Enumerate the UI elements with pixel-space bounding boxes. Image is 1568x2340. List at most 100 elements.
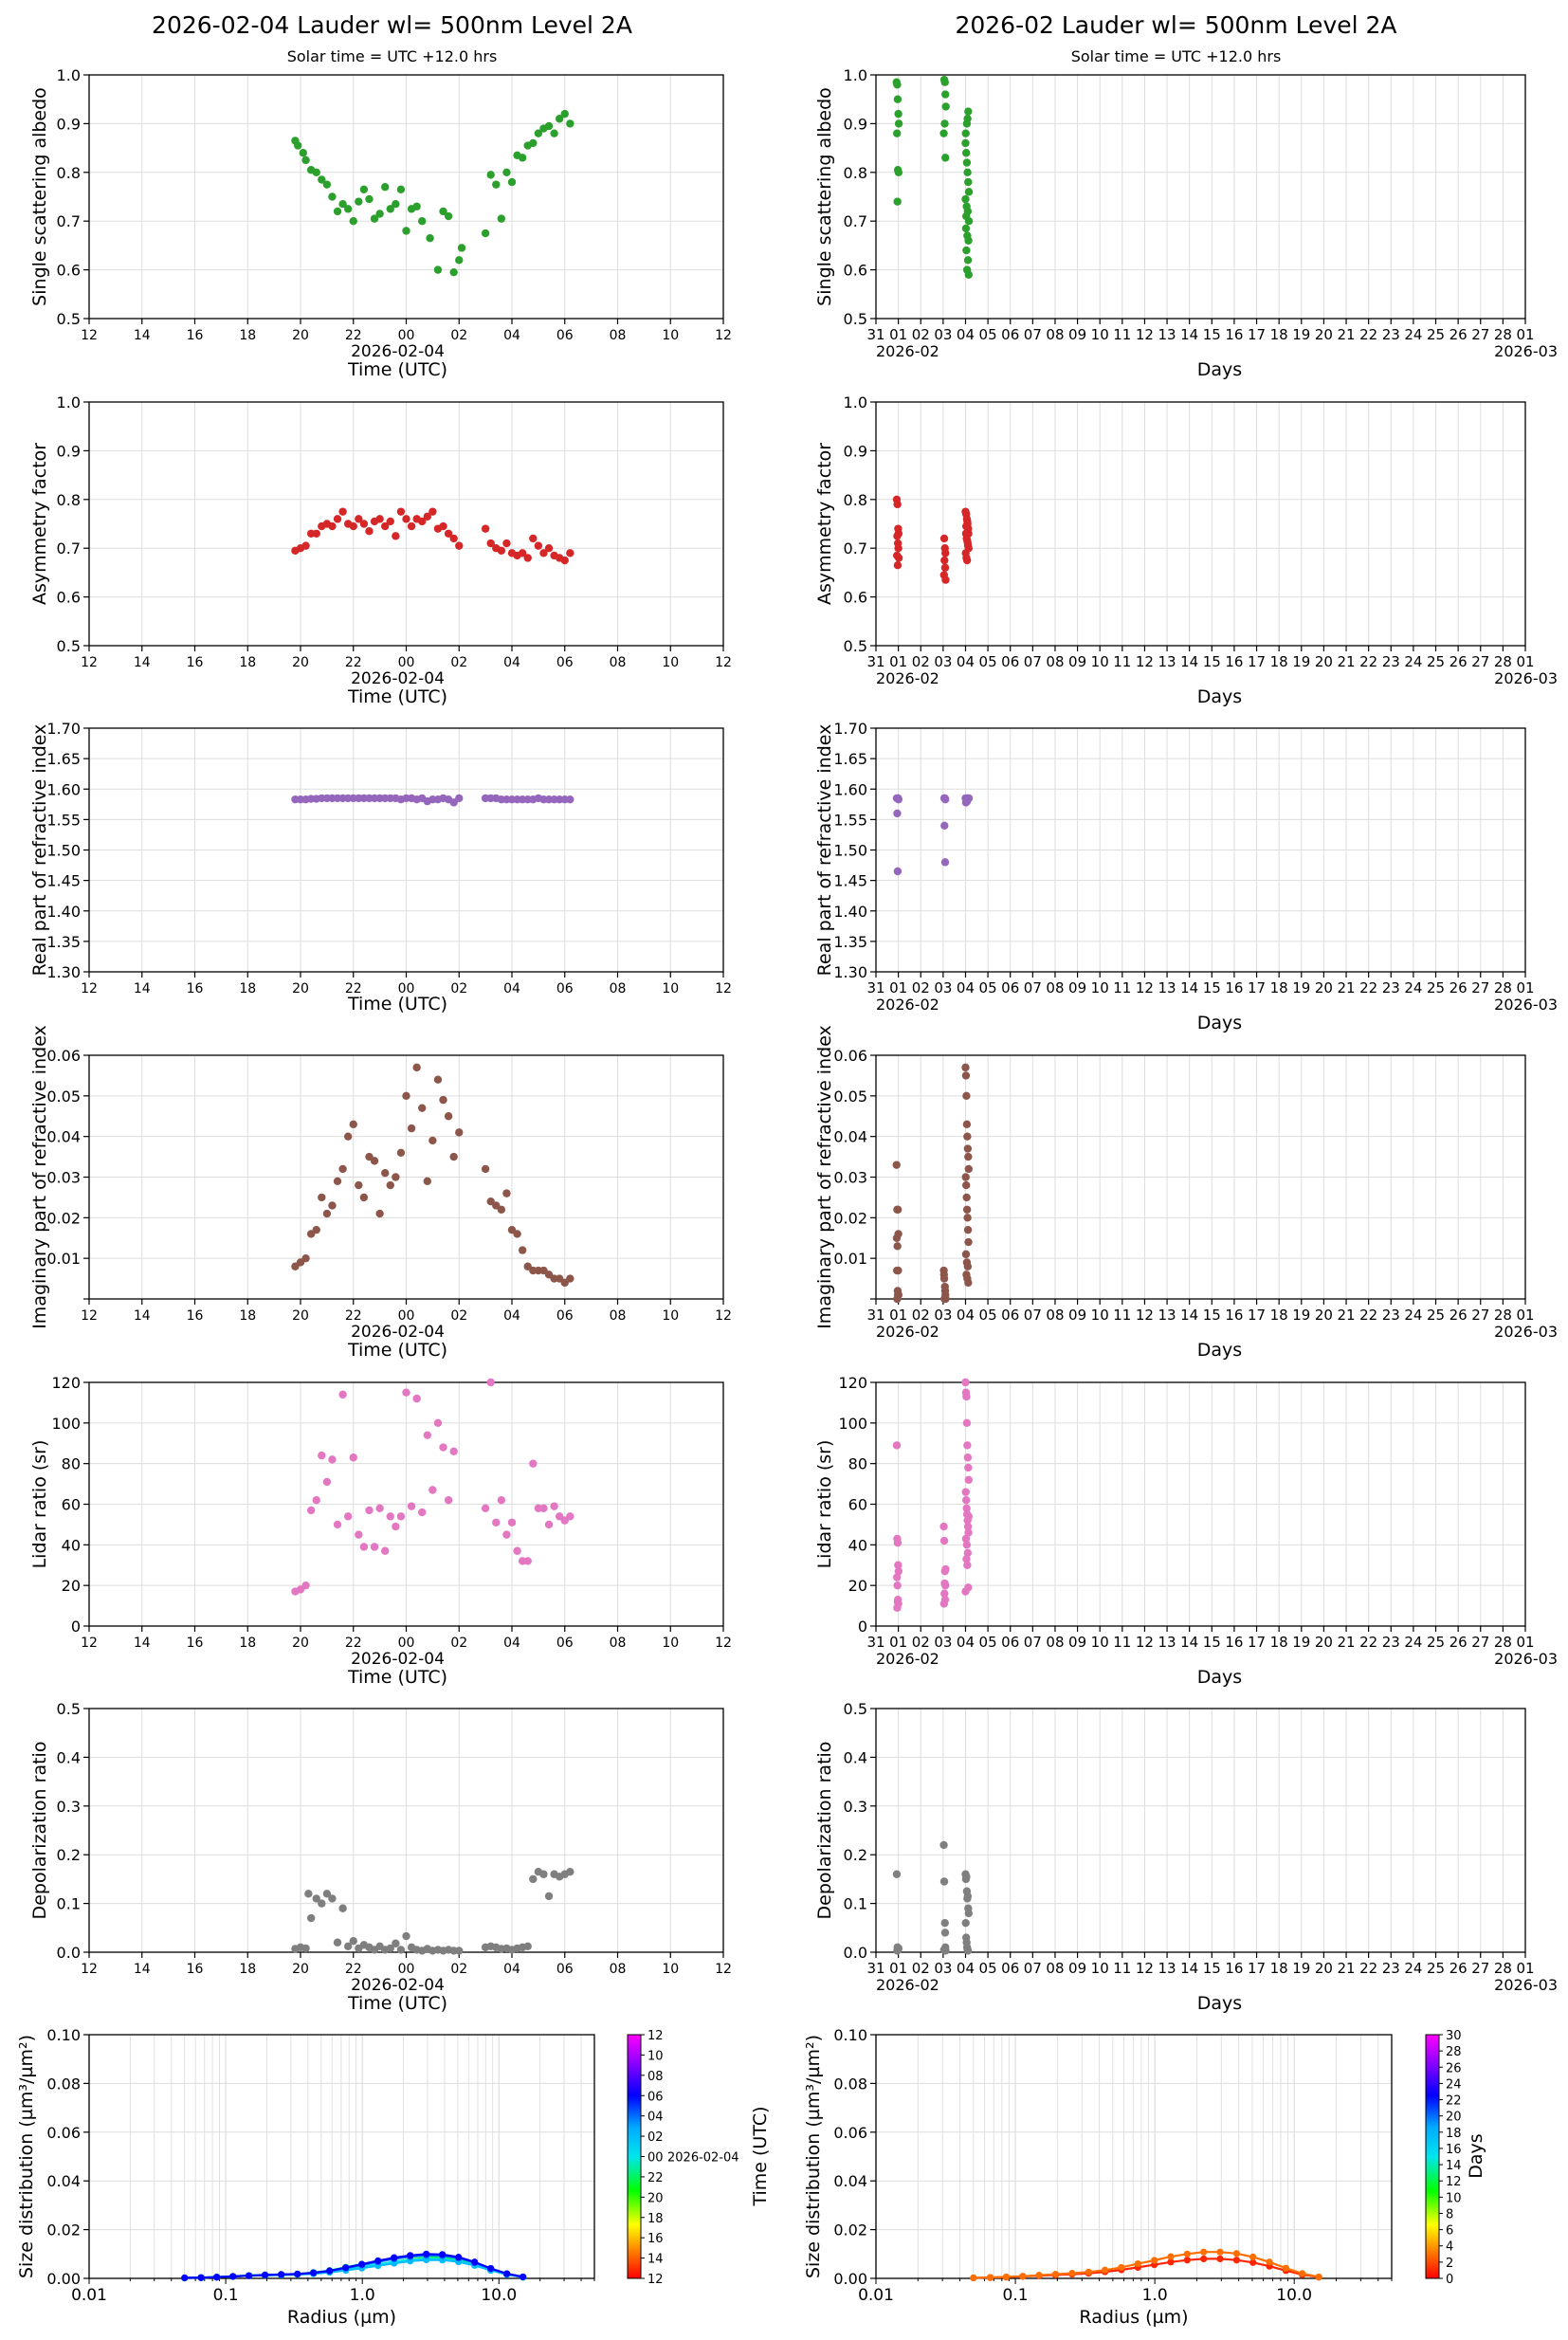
left-lidar-ytick-label: 40 — [62, 1536, 81, 1554]
right-lidar-data-point — [961, 1488, 970, 1496]
right-depol-xtick-label: 27 — [1471, 1960, 1489, 1977]
left-imag-data-point — [449, 1152, 458, 1161]
left-ssa-data-point — [381, 183, 390, 192]
right-figure-subtitle: Solar time = UTC +12.0 hrs — [1070, 47, 1282, 65]
left-size-series-point — [213, 2274, 221, 2281]
right-size-series-point — [1266, 2258, 1273, 2266]
right-imag-data-point — [962, 1091, 971, 1101]
right-asym-ytick-label: 0.5 — [844, 637, 867, 655]
right-real-xtick-label: 02 — [912, 979, 930, 996]
right-real-data-point — [893, 809, 902, 818]
right-lidar-xtick-label: 06 — [1001, 1634, 1019, 1651]
left-ssa-xtick-label: 04 — [503, 328, 520, 343]
left-real-xtick-label: 00 — [398, 981, 415, 996]
left-asym-ytick-label: 0.8 — [57, 491, 81, 509]
right-size-series-point — [1216, 2248, 1224, 2256]
left-imag-data-point — [455, 1128, 464, 1137]
right-asym-xtick-label: 28 — [1494, 653, 1512, 670]
left-lidar-ytick-label: 0 — [71, 1618, 81, 1636]
left-ssa-data-point — [481, 229, 490, 238]
right-lidar-data-point — [962, 1418, 972, 1428]
right-real-month-end: 2026-03 — [1494, 996, 1558, 1014]
right-imag-data-point — [963, 1262, 973, 1271]
left-ssa-data-point — [457, 244, 466, 252]
left-imag-data-point — [392, 1173, 400, 1181]
right-size-series-point — [1002, 2273, 1011, 2281]
left-asym-data-point — [455, 541, 464, 550]
left-size-series-point — [407, 2252, 414, 2259]
right-ssa-data-point — [964, 236, 973, 245]
left-asym-data-point — [560, 556, 569, 565]
right-real-data-point — [893, 867, 903, 876]
right-real-ytick-label: 1.30 — [833, 963, 867, 981]
left-colorbar-tick-label: 20 — [647, 2191, 664, 2205]
left-lidar-xtick-label: 14 — [134, 1636, 151, 1651]
right-size-series-point — [1118, 2263, 1125, 2272]
right-depol-xtick-label: 11 — [1113, 1960, 1131, 1977]
left-asym-data-point — [418, 517, 427, 526]
right-lidar-xtick-label: 26 — [1449, 1634, 1468, 1651]
left-imag-ytick-label: 0.01 — [46, 1250, 81, 1268]
right-imag-data-point — [963, 1214, 972, 1222]
left-imag-ylabel: Imaginary part of refractive index — [29, 1025, 50, 1329]
right-depol-xtick-label: 20 — [1315, 1960, 1333, 1977]
left-lidar-data-point — [306, 1506, 316, 1515]
right-imag-data-point — [964, 1152, 973, 1161]
right-imag-xtick-label: 01 — [889, 1307, 907, 1324]
right-ssa-xtick-label: 20 — [1315, 326, 1333, 343]
left-imag-data-point — [349, 1120, 357, 1129]
left-asym-data-point — [312, 529, 320, 538]
left-size-ytick-label: 0.10 — [46, 2026, 81, 2044]
right-imag-data-point — [964, 1237, 973, 1247]
left-lidar-ytick-label: 100 — [51, 1415, 81, 1433]
right-lidar-data-point — [894, 1566, 903, 1576]
left-ssa-data-point — [426, 233, 434, 243]
left-ssa-ylabel: Single scattering albedo — [29, 87, 50, 306]
right-ssa-data-point — [962, 158, 972, 167]
left-lidar-data-point — [322, 1477, 332, 1487]
right-ssa-data-point — [961, 129, 970, 137]
left-colorbar-tick-label: 16 — [647, 2232, 664, 2246]
left-lidar-data-point — [544, 1520, 554, 1529]
right-depol-data-point — [939, 1877, 949, 1886]
right-ssa-xtick-label: 12 — [1136, 326, 1154, 343]
left-lidar-xtick-label: 04 — [503, 1636, 520, 1651]
left-asym-xtick-label: 00 — [398, 655, 415, 670]
left-size-ytick-label: 0.06 — [46, 2124, 81, 2142]
left-asym-ytick-label: 0.9 — [57, 442, 81, 460]
right-size-ytick-label: 0.08 — [833, 2075, 867, 2093]
right-ssa-xtick-label: 26 — [1449, 326, 1468, 343]
left-size-series-point — [471, 2258, 479, 2266]
left-imag-xtick-label: 12 — [715, 1308, 732, 1324]
right-depol-xtick-label: 19 — [1292, 1960, 1310, 1977]
left-colorbar-tick-label: 02 — [647, 2130, 664, 2145]
right-imag-data-point — [961, 1180, 971, 1190]
right-imag-xtick-label: 18 — [1270, 1307, 1288, 1324]
right-size-series-point — [1167, 2258, 1175, 2266]
right-imag-data-point — [893, 1205, 903, 1214]
right-imag-data-point — [893, 1242, 902, 1251]
left-size-xtick-label: 1.0 — [350, 2286, 375, 2305]
left-size-axes-frame — [88, 2034, 595, 2279]
left-imag-xtick-label: 08 — [610, 1308, 627, 1324]
left-depol-data-point — [402, 1931, 410, 1941]
right-imag-month-start: 2026-02 — [876, 1323, 939, 1341]
right-real-data-point — [962, 796, 972, 806]
right-lidar-xtick-label: 07 — [1024, 1634, 1042, 1651]
left-depol-ytick-label: 0.4 — [57, 1748, 81, 1766]
right-ssa-xtick-label: 15 — [1203, 326, 1221, 343]
left-ssa-ytick-label: 0.9 — [57, 115, 81, 133]
left-ssa-xtick-label: 22 — [345, 328, 362, 343]
right-imag-xtick-label: 19 — [1292, 1307, 1310, 1324]
right-lidar-data-point — [963, 1548, 973, 1558]
right-colorbar-tick-label: 4 — [1446, 2240, 1453, 2255]
right-real-data-point — [894, 795, 903, 804]
right-ssa-xtick-label: 21 — [1337, 326, 1355, 343]
left-ssa-data-point — [502, 168, 511, 176]
left-ssa-data-point — [359, 185, 369, 193]
left-ssa-data-point — [497, 214, 506, 223]
left-ssa-data-point — [529, 138, 538, 148]
left-asym-data-point — [481, 524, 490, 533]
left-depol-data-point — [349, 1936, 357, 1946]
